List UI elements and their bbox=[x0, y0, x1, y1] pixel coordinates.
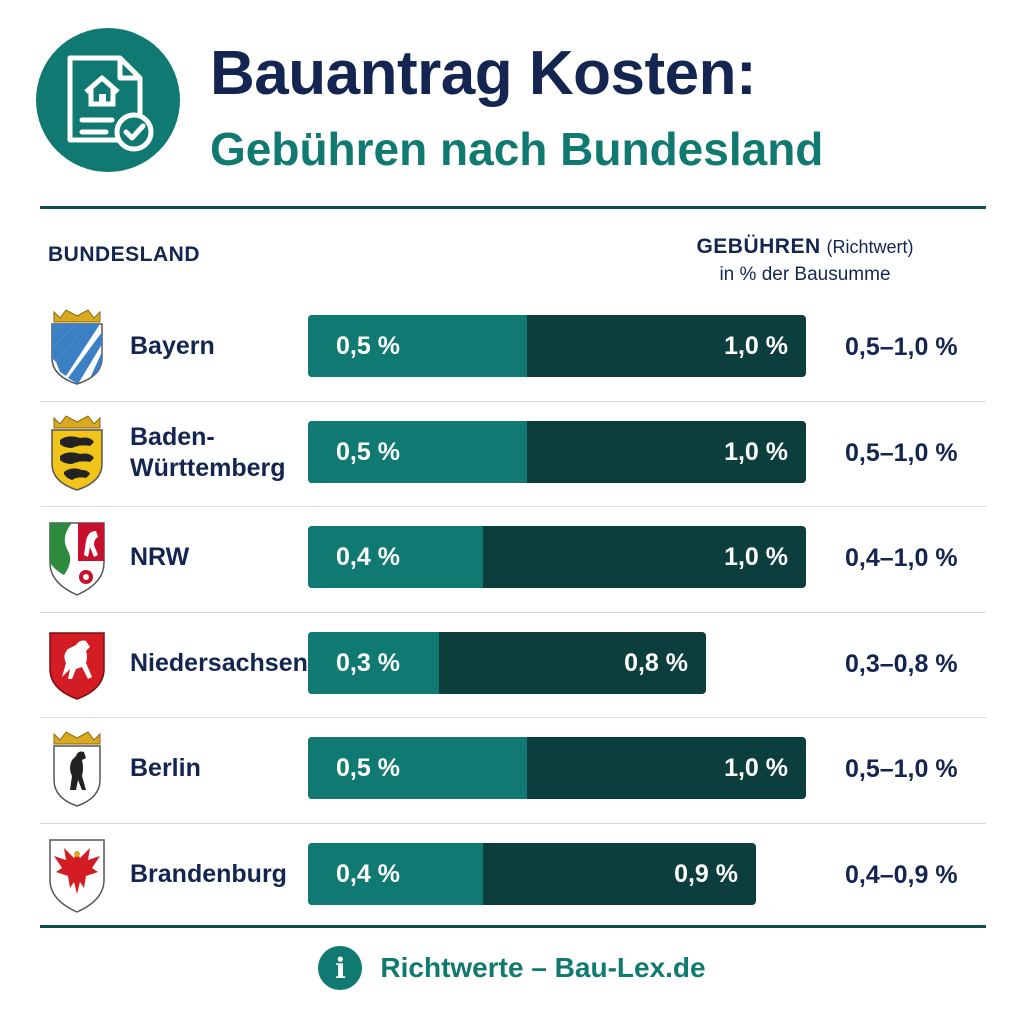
fee-bar: 0,4 % 1,0 % bbox=[308, 526, 806, 588]
fee-range-label: 0,4–0,9 % bbox=[845, 860, 958, 889]
fee-bar: 0,3 % 0,8 % bbox=[308, 631, 706, 694]
state-row-niedersachsen: Niedersachsen 0,3 % 0,8 % 0,3–0,8 % bbox=[0, 611, 1024, 718]
state-row-berlin: Berlin 0,5 % 1,0 % 0,5–1,0 % bbox=[0, 717, 1024, 823]
fee-max-label: 1,0 % bbox=[724, 754, 788, 782]
baden-wuerttemberg-crest-icon bbox=[46, 412, 108, 492]
state-name: Brandenburg bbox=[130, 859, 287, 888]
bavaria-crest-icon bbox=[46, 306, 108, 386]
footer-source: Richtwerte – Bau-Lex.de bbox=[380, 952, 706, 983]
row-divider bbox=[40, 506, 986, 507]
fee-bar-min-segment bbox=[308, 631, 439, 694]
state-name: Niedersachsen bbox=[130, 648, 308, 677]
fee-bar: 0,5 % 1,0 % bbox=[308, 315, 806, 377]
state-row-brandenburg: Brandenburg 0,4 % 0,9 % 0,4–0,9 % bbox=[0, 822, 1024, 929]
row-divider bbox=[40, 400, 986, 402]
fee-bar-min-segment bbox=[308, 526, 483, 588]
top-divider bbox=[40, 206, 986, 209]
fee-min-label: 0,5 % bbox=[336, 332, 400, 360]
column-header-fees: GEBÜHREN (Richtwert) in % der Bausumme bbox=[640, 233, 970, 289]
niedersachsen-crest-icon bbox=[46, 623, 108, 703]
brandenburg-crest-icon bbox=[46, 834, 108, 914]
row-divider bbox=[40, 822, 986, 824]
fee-min-label: 0,5 % bbox=[336, 754, 400, 782]
fee-bar-min-segment bbox=[308, 315, 527, 377]
row-divider bbox=[40, 717, 986, 718]
column-header-state: BUNDESLAND bbox=[48, 243, 200, 266]
fee-range-label: 0,3–0,8 % bbox=[845, 649, 958, 678]
state-name: Bayern bbox=[130, 332, 215, 360]
footer: i Richtwerte – Bau-Lex.de bbox=[0, 946, 1024, 996]
fee-max-label: 0,9 % bbox=[674, 859, 738, 888]
fee-min-label: 0,4 % bbox=[336, 859, 400, 888]
page-subtitle: Gebühren nach Bundesland bbox=[210, 123, 824, 175]
page-title: Bauantrag Kosten: bbox=[210, 39, 757, 108]
fees-header-label: GEBÜHREN bbox=[696, 235, 821, 258]
fee-range-label: 0,4–1,0 % bbox=[845, 544, 958, 572]
fee-bar: 0,5 % 1,0 % bbox=[308, 737, 806, 799]
fee-max-label: 1,0 % bbox=[724, 437, 788, 466]
nrw-crest-icon bbox=[46, 517, 108, 597]
fee-max-label: 1,0 % bbox=[724, 543, 788, 571]
bottom-divider bbox=[40, 925, 986, 928]
fee-bar-min-segment bbox=[308, 842, 483, 905]
house-document-check-icon bbox=[36, 28, 180, 172]
berlin-crest-icon bbox=[46, 728, 108, 808]
fee-min-label: 0,4 % bbox=[336, 543, 400, 571]
row-divider bbox=[40, 611, 986, 613]
fee-max-label: 1,0 % bbox=[724, 332, 788, 360]
state-row-baden--wuerttemberg: Baden- Württemberg 0,5 % 1,0 % 0,5–1,0 % bbox=[0, 400, 1024, 507]
fee-bar-min-segment bbox=[308, 737, 527, 799]
state-row-bayern: Bayern 0,5 % 1,0 % 0,5–1,0 % bbox=[0, 296, 1024, 401]
fee-range-label: 0,5–1,0 % bbox=[845, 333, 958, 361]
fees-header-note: (Richtwert) bbox=[826, 237, 914, 257]
fee-range-label: 0,5–1,0 % bbox=[845, 755, 958, 783]
state-name: Berlin bbox=[130, 754, 201, 782]
fee-bar: 0,4 % 0,9 % bbox=[308, 842, 756, 905]
fee-min-label: 0,3 % bbox=[336, 648, 400, 677]
fees-header-unit: in % der Bausumme bbox=[719, 264, 891, 285]
info-icon: i bbox=[318, 946, 363, 990]
fee-range-label: 0,5–1,0 % bbox=[845, 438, 958, 467]
fee-bar: 0,5 % 1,0 % bbox=[308, 420, 806, 483]
state-row-nrw: NRW 0,4 % 1,0 % 0,4–1,0 % bbox=[0, 506, 1024, 612]
fee-max-label: 0,8 % bbox=[624, 648, 688, 677]
fee-bar-min-segment bbox=[308, 420, 527, 483]
fee-min-label: 0,5 % bbox=[336, 437, 400, 466]
state-name: Baden- Württemberg bbox=[130, 422, 286, 482]
state-name: NRW bbox=[130, 543, 190, 571]
